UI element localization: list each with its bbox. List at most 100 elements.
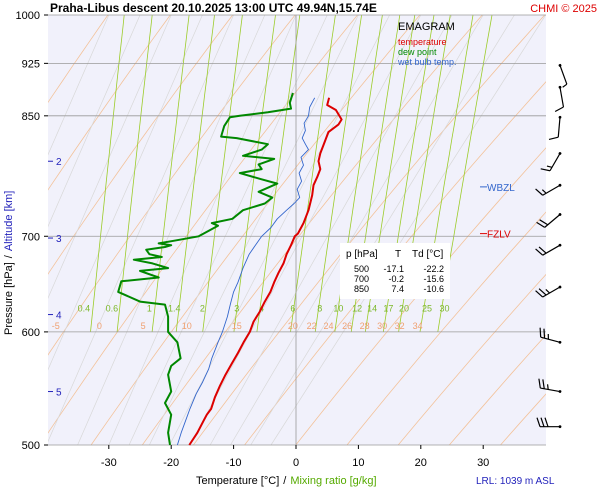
wind-barb-feather	[538, 288, 547, 296]
wind-barb-feather	[554, 106, 564, 113]
mixing-ratio-label: 2	[200, 304, 205, 314]
mixing-ratio-label: 20	[399, 304, 409, 314]
wind-barb-base	[558, 213, 562, 216]
table-cell: 7.4	[391, 284, 404, 294]
legend-dew-point: dew point	[398, 47, 437, 57]
moist-adiabat-line	[48, 15, 203, 371]
wind-barb-feather	[544, 417, 549, 427]
data-table: p [hPa] T Td [°C] 500 -17.1 -22.2 700 -0…	[340, 243, 450, 299]
table-cell: -22.2	[423, 264, 444, 274]
moist-adiabat-line	[209, 15, 453, 445]
mixing-ratio-line	[290, 15, 336, 332]
wind-barb-half-feather	[547, 333, 550, 340]
wind-barb	[539, 327, 562, 344]
legend-temperature: temperature	[398, 37, 447, 47]
chart-title: Praha-Libus descent 20.10.2025 13:00 UTC…	[50, 1, 377, 15]
pressure-tick-label: 1000	[16, 10, 40, 22]
dry-adiabat-line	[141, 15, 483, 445]
theta-e-label: 24	[323, 321, 333, 331]
wind-barb-staff	[557, 117, 561, 138]
dew-point-line	[117, 92, 294, 446]
wind-barb-base	[558, 152, 562, 155]
dry-adiabat-line	[397, 273, 546, 445]
dry-adiabat-line	[295, 147, 546, 445]
moist-adiabat-line	[250, 15, 515, 445]
mixing-ratio-label: 0.4	[78, 304, 91, 314]
pressure-tick-label: 925	[22, 58, 40, 70]
temperature-tick-label: -30	[101, 457, 117, 469]
pressure-tick-label: 850	[22, 111, 40, 123]
mixing-ratio-label: 6	[290, 304, 295, 314]
mixing-ratio-label: 14	[367, 304, 377, 314]
wind-barbs	[535, 63, 568, 429]
wind-barb-feather	[539, 219, 549, 226]
wind-barb	[535, 285, 562, 298]
wind-barb	[536, 417, 562, 429]
level-annotations: FZLV WBZL	[480, 183, 515, 241]
x-axis-separator: /	[283, 475, 287, 487]
mixing-ratio-line	[175, 15, 215, 332]
dry-adiabat-label: 5	[141, 321, 146, 331]
moist-adiabat-line	[149, 15, 359, 445]
x-axis-temperature-label: Temperature [°C]	[196, 475, 279, 487]
moist-adiabat-line	[48, 15, 234, 443]
wind-barb-feather	[536, 417, 541, 427]
wind-barb	[548, 115, 562, 140]
wind-barb-feather	[538, 378, 541, 389]
wind-barb-feather	[535, 188, 544, 196]
theta-e-label: 20	[288, 321, 298, 331]
table-cell: 500	[354, 264, 369, 274]
altitude-tick-label: 2	[56, 157, 62, 168]
x-axis-title: Temperature [°C] / Mixing ratio [g/kg]	[196, 475, 377, 487]
wind-barb-half-feather	[562, 83, 568, 88]
legend-wet-bulb: wet bulb temp.	[397, 57, 457, 67]
table-cell: -0.2	[388, 274, 404, 284]
fzlv-label: FZLV	[487, 230, 511, 241]
theta-e-label: 34	[413, 321, 423, 331]
dry-adiabat-line	[193, 15, 545, 445]
mixing-ratio-label: 17	[383, 304, 393, 314]
theta-e-label: 28	[360, 321, 370, 331]
legend: EMAGRAM temperature dew point wet bulb t…	[397, 21, 457, 67]
wind-barb-feather	[535, 290, 544, 298]
altitude-tick-label: 5	[56, 388, 62, 399]
temperature-tick-label: 30	[477, 457, 489, 469]
mixing-ratio-label: 25	[422, 304, 432, 314]
wind-barb-half-feather	[546, 384, 549, 390]
mixing-ratio-line	[256, 15, 301, 332]
mixing-ratio-line	[116, 15, 153, 332]
temperature-tick-label: -10	[226, 457, 242, 469]
temperature-line	[188, 97, 343, 446]
wind-barb-feather	[543, 328, 546, 339]
wind-barb-feather	[542, 379, 545, 389]
table-cell: -17.1	[383, 264, 404, 274]
wind-barb-feather	[536, 221, 545, 228]
wind-barb-half-feather	[541, 189, 547, 194]
wind-barb-base	[558, 340, 562, 344]
altitude-tick-label: 4	[56, 311, 62, 322]
wind-barb-base	[558, 285, 562, 289]
dry-adiabat-label: -5	[52, 321, 60, 331]
moist-adiabat-line	[48, 15, 141, 228]
wind-barb	[554, 85, 565, 113]
wind-barb	[558, 63, 568, 88]
mixing-ratio-label: 3	[234, 304, 239, 314]
dry-adiabat-line	[48, 15, 109, 104]
guide-labels: -5 0 5 10 15 20 22 24 26 28 30 32 340.4 0.6 1 1.4 2 3 4 6 8 1…	[52, 304, 450, 331]
wind-barb-half-feather	[545, 289, 551, 294]
moist-adiabat-line	[128, 15, 328, 445]
theta-e-label: 26	[342, 321, 352, 331]
dry-adiabat-line	[48, 15, 296, 356]
mixing-ratio-label: 12	[352, 304, 362, 314]
wind-barb-base	[558, 390, 562, 393]
wind-barb-feather	[540, 168, 551, 172]
table-header-t: T	[395, 249, 401, 260]
moist-adiabat-line	[108, 15, 297, 445]
wind-barb-base	[558, 425, 562, 429]
wind-barb-feather	[548, 136, 559, 140]
temperature-tick-label: -20	[163, 457, 179, 469]
theta-e-label: 22	[307, 321, 317, 331]
wind-barb	[538, 378, 562, 393]
